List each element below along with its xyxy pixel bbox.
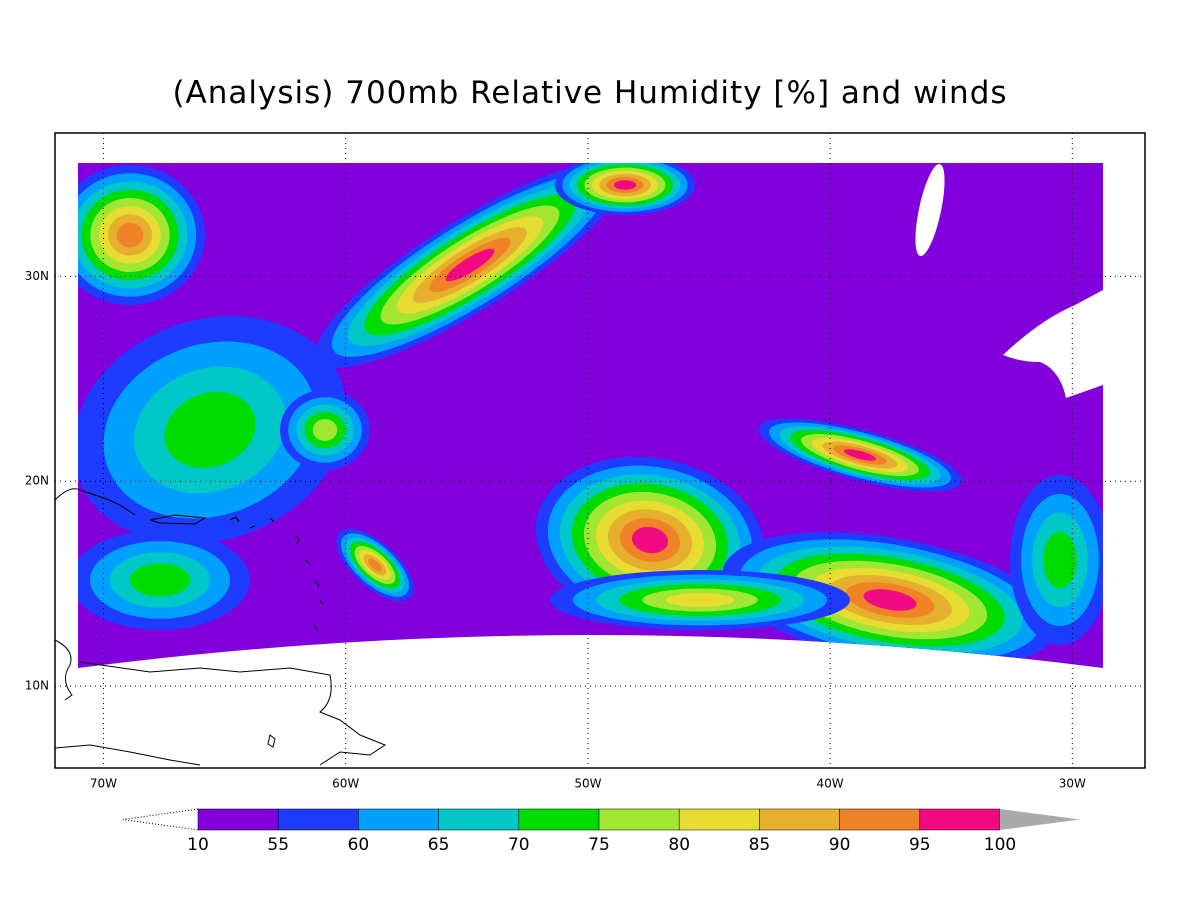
y-tick-label: 10N: [25, 679, 49, 693]
colorbar: 10 55 60 65 70 75 80 85 90 95 100: [122, 808, 1080, 855]
humidity-field: [78, 163, 1103, 668]
missing-data: [915, 163, 1103, 398]
colorbar-label: 100: [984, 835, 1016, 855]
colorbar-segment: [277, 808, 359, 831]
colorbar-segment: [518, 808, 600, 831]
humidity-contour: [863, 589, 917, 611]
colorbar-segment: [678, 808, 760, 831]
colorbar-segment: [759, 808, 840, 831]
humidity-contour: [665, 593, 735, 607]
x-tick-label: 50W: [574, 777, 601, 791]
colorbar-label: 80: [668, 835, 690, 855]
colorbar-over: [1000, 809, 1080, 830]
humidity-contour: [843, 449, 877, 461]
humidity-contour: [631, 526, 669, 554]
colorbar-under: [122, 808, 199, 831]
y-tick-label: 20N: [25, 474, 49, 488]
x-tick-label: 40W: [817, 777, 844, 791]
colorbar-segment: [919, 808, 1001, 831]
colorbar-segment: [598, 808, 680, 831]
coastlines: [54, 488, 387, 766]
axis-labels: 70W 60W 50W 40W 30W 10N 20N 30N: [25, 269, 1086, 791]
colorbar-segment: [358, 808, 439, 831]
colorbar-label: 85: [749, 835, 771, 855]
colorbar-label: 70: [508, 835, 530, 855]
humidity-contour: [445, 248, 495, 282]
colorbar-label: 75: [588, 835, 610, 855]
colorbar-label: 55: [267, 835, 289, 855]
x-tick-label: 30W: [1059, 777, 1086, 791]
map-title: (Analysis) 700mb Relative Humidity [%] a…: [172, 75, 1007, 111]
x-tick-label: 70W: [90, 777, 117, 791]
graticule: [55, 133, 1145, 768]
humidity-contour: [368, 558, 382, 572]
colorbar-label: 95: [909, 835, 931, 855]
x-tick-label: 60W: [332, 777, 359, 791]
y-tick-label: 30N: [25, 269, 49, 283]
humidity-contour: [164, 392, 256, 468]
colorbar-segment: [839, 808, 921, 831]
colorbar-label: 10: [187, 835, 209, 855]
colorbar-segment: [197, 808, 279, 831]
humidity-contour: [130, 563, 190, 597]
colorbar-label: 65: [428, 835, 450, 855]
humidity-contour: [116, 222, 144, 248]
humidity-contour: [312, 419, 338, 441]
colorbar-label: 60: [348, 835, 370, 855]
humidity-contour: [613, 180, 637, 190]
colorbar-label: 90: [829, 835, 851, 855]
humidity-contour: [1043, 531, 1077, 589]
colorbar-segment: [438, 808, 520, 831]
